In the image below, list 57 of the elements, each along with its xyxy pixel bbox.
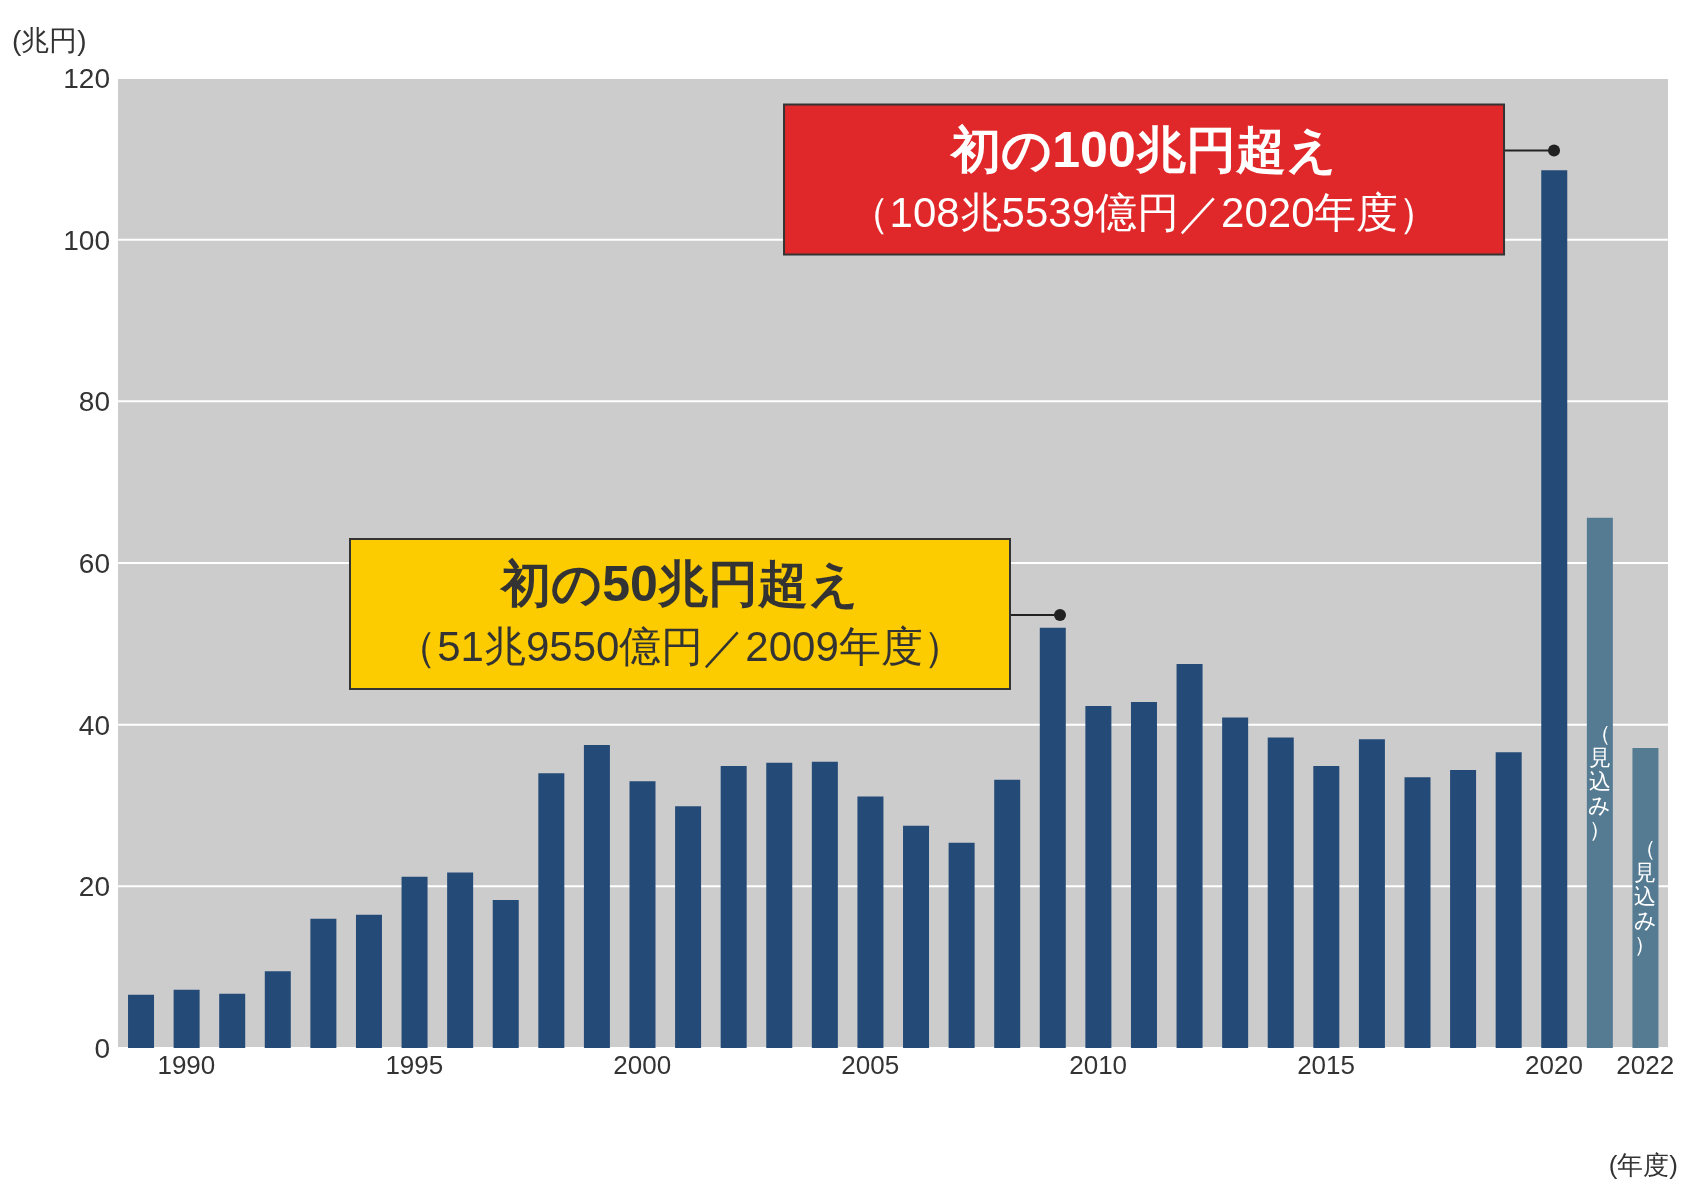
bar [538,773,565,1048]
x-tick-label: 1990 [157,1050,216,1081]
x-tick-label: 2022 [1616,1050,1675,1081]
bar [1267,737,1294,1048]
bar [857,796,884,1048]
bar [1358,739,1385,1048]
y-tick-label: 40 [78,709,110,741]
annotation: 初の100兆円超え [949,121,1337,178]
y-axis-title: (兆円) [12,24,87,58]
data-label: （見込み） [1633,836,1657,958]
bar [720,765,747,1048]
bar [355,914,382,1048]
bar [1495,752,1522,1048]
x-tick-label: 1995 [385,1050,444,1081]
bar [401,876,428,1048]
y-tick-label: 120 [63,62,110,94]
bar [492,900,519,1048]
bar [1176,664,1203,1048]
y-tick-label: 20 [78,871,110,903]
bar [1039,627,1066,1048]
bar [629,781,656,1048]
bar [1450,769,1477,1048]
bar [1541,170,1568,1048]
x-axis-title: (年度) [1608,1149,1678,1182]
bar [264,971,291,1048]
bar [447,872,474,1048]
x-tick-label: 2010 [1069,1050,1128,1081]
x-tick-label: 2020 [1525,1050,1583,1081]
bar [128,994,155,1048]
y-tick-label: 60 [78,547,110,579]
bar [1130,702,1157,1048]
data-label: （見込み） [1588,720,1612,842]
x-tick-label: 2000 [613,1050,672,1081]
x-tick-label: 2015 [1297,1050,1356,1081]
bar [173,989,200,1048]
annotation: 初の50兆円超え [499,556,859,612]
bar [1632,748,1659,1048]
bar [310,918,337,1048]
bar [1085,706,1112,1048]
y-tick-label: 100 [63,224,110,256]
bar [1313,765,1340,1048]
annotation: （51兆9550億円／2009年度） [395,623,965,670]
y-tick-label: 0 [94,1032,110,1064]
bar [1222,717,1249,1048]
bar [675,806,702,1048]
bar [811,761,838,1048]
x-tick-label: 2005 [841,1050,900,1081]
annotation: （108兆5539億円／2020年度） [847,188,1441,236]
y-tick-label: 80 [78,386,110,418]
bar [766,762,793,1048]
bar [1586,517,1613,1048]
bar [1404,777,1431,1048]
bar [903,825,930,1048]
bar [219,993,246,1048]
bar [583,744,610,1048]
bar [994,779,1021,1048]
bar [948,842,975,1048]
